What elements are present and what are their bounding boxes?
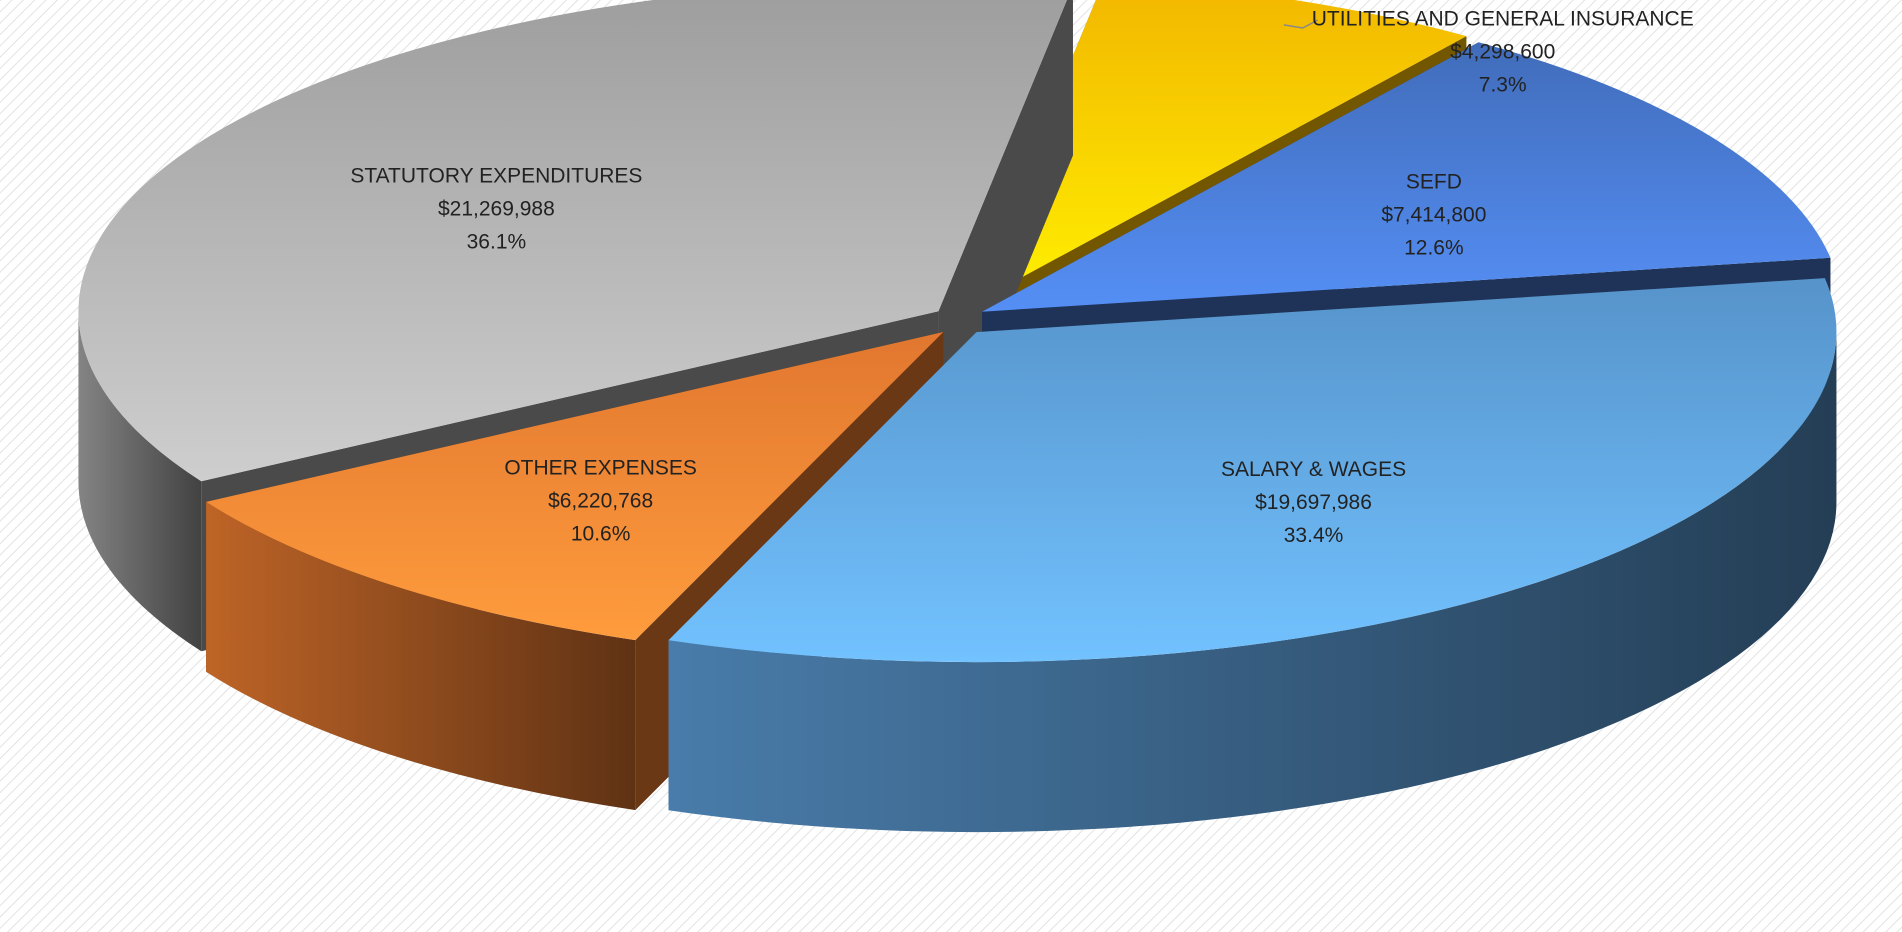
- percentage-label: 10.6%: [571, 522, 631, 545]
- value-label: $6,220,768: [548, 489, 653, 512]
- percentage-label: 33.4%: [1284, 524, 1344, 547]
- slice: [668, 278, 1837, 663]
- value-label: $4,298,600: [1450, 41, 1555, 64]
- percentage-label: 12.6%: [1404, 237, 1464, 260]
- value-label: $7,414,800: [1381, 204, 1486, 227]
- leader-line: [1283, 19, 1319, 29]
- category-label: UTILITIES AND GENERAL INSURANCE: [1312, 8, 1694, 31]
- category-label: OTHER EXPENSES: [504, 456, 697, 479]
- slice: [206, 331, 944, 641]
- slice-side: [78, 311, 202, 652]
- category-label: STATUTORY EXPENDITURES: [350, 164, 642, 187]
- category-label: SEFD: [1406, 171, 1462, 194]
- value-label: $21,269,988: [438, 197, 555, 220]
- category-label: SALARY & WAGES: [1221, 458, 1406, 481]
- percentage-label: 7.3%: [1479, 74, 1527, 97]
- slice: [78, 0, 1067, 482]
- value-label: $19,697,986: [1255, 491, 1372, 514]
- slice-side: [206, 501, 636, 811]
- slice-side: [668, 332, 1837, 833]
- slice: [969, 0, 1467, 306]
- percentage-label: 36.1%: [467, 230, 527, 253]
- slice: [982, 42, 1831, 312]
